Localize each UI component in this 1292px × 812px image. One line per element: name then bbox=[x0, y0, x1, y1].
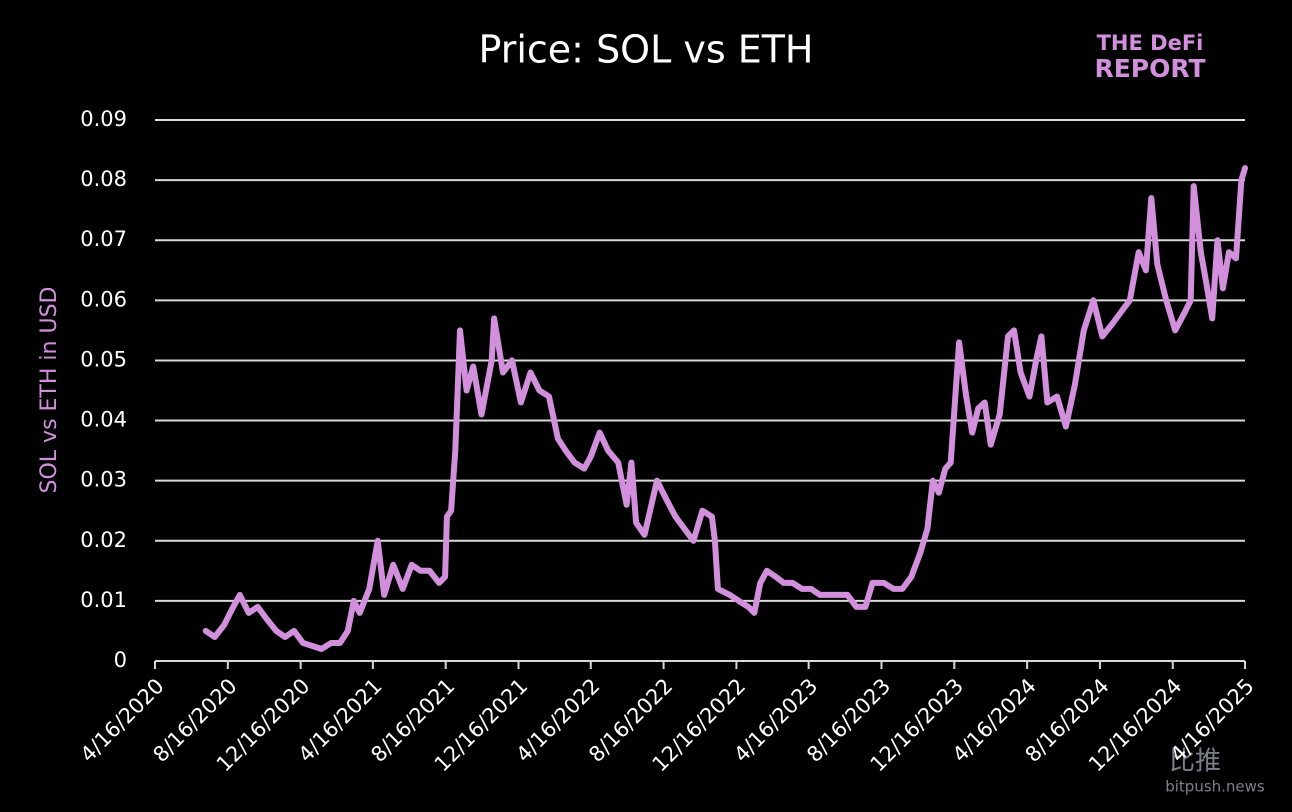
y-tick-label: 0.09 bbox=[80, 107, 127, 131]
chart-title: Price: SOL vs ETH bbox=[478, 28, 813, 72]
y-tick-label: 0.06 bbox=[80, 287, 127, 311]
logo-line: REPORT bbox=[1094, 54, 1205, 83]
watermark: bitpush.news bbox=[1165, 778, 1265, 796]
y-tick-label: 0.03 bbox=[80, 468, 127, 492]
logo-line: THE DeFi bbox=[1097, 31, 1204, 55]
watermark: 比推 bbox=[1169, 747, 1221, 777]
y-tick-label: 0.05 bbox=[80, 347, 127, 371]
y-tick-label: 0.04 bbox=[80, 408, 127, 432]
y-tick-label: 0.08 bbox=[80, 167, 127, 191]
y-tick-label: 0.02 bbox=[80, 528, 127, 552]
y-tick-label: 0.01 bbox=[80, 588, 127, 612]
y-axis-label: SOL vs ETH in USD bbox=[37, 287, 62, 494]
line bbox=[202, 165, 1248, 652]
y-tick-label: 0.07 bbox=[80, 227, 127, 251]
y-tick-label: 0 bbox=[114, 648, 127, 672]
